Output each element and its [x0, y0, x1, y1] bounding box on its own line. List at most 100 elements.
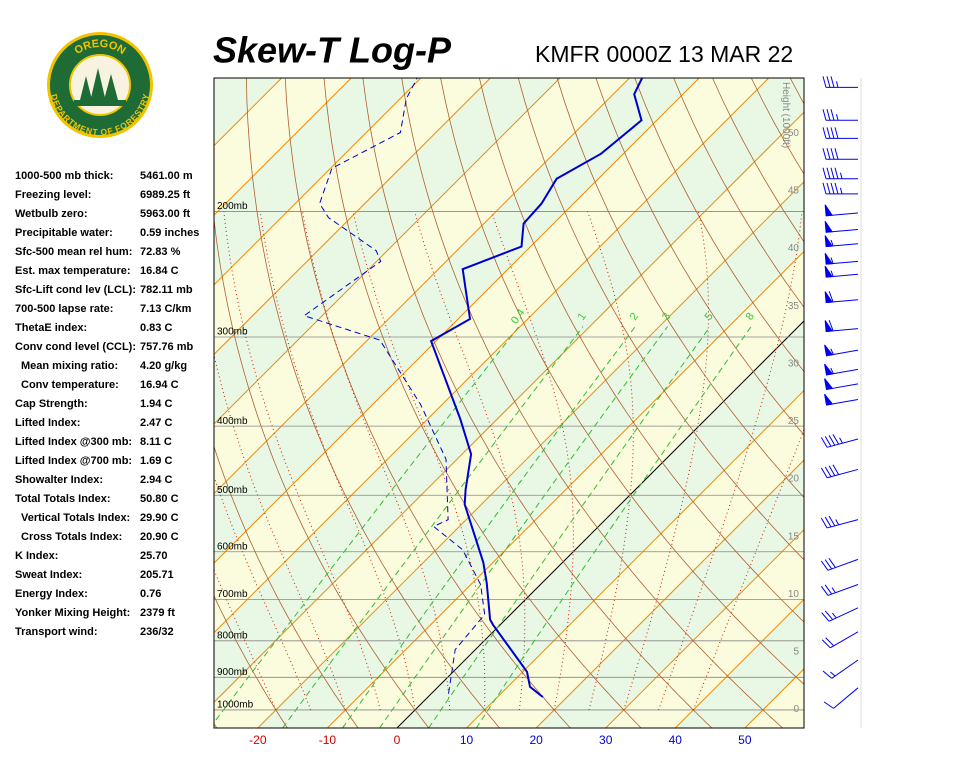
y2-tick-label: 45 [788, 186, 800, 197]
index-label: Conv temperature: [21, 379, 119, 391]
plot-frame [213, 77, 805, 729]
wind-barb [824, 221, 859, 233]
index-value: 5461.00 m [140, 170, 193, 182]
index-label: 700-500 lapse rate: [15, 303, 113, 315]
barb-feather [822, 148, 827, 160]
x-tick-label: 30 [599, 733, 613, 747]
index-label: Precipitable water: [15, 227, 113, 239]
x-tick-label: 0 [394, 733, 401, 747]
barb-feather [824, 516, 832, 528]
isotherm [214, 78, 422, 286]
y-tick-label: 900mb [217, 667, 248, 678]
index-value: 0.59 inches [140, 227, 199, 239]
index-label: Conv cond level (CCL): [15, 341, 136, 353]
index-value: 20.90 C [140, 531, 179, 543]
plot-grid [214, 78, 960, 728]
barb-pennant [824, 235, 833, 248]
barb-feather [828, 435, 836, 446]
temperature-band [954, 78, 960, 728]
barb-feather [828, 291, 834, 303]
plot-data [303, 78, 643, 698]
mixing-ratio-label: 3 [660, 311, 673, 323]
index-label: Mean mixing ratio: [21, 360, 118, 372]
isotherm [884, 78, 960, 728]
barb-feather [830, 148, 835, 160]
wind-barb [822, 76, 858, 88]
barb-pennant [824, 393, 834, 406]
y2-tick-label: 30 [788, 358, 800, 369]
y2-tick-label: 5 [793, 647, 799, 658]
barb-pennant [824, 221, 833, 233]
dry-adiabat [789, 78, 804, 105]
dry-adiabat [517, 78, 804, 561]
barb-half-feather [830, 270, 834, 277]
mixing-ratio-label: 2 [628, 311, 641, 323]
dry-adiabat [401, 78, 783, 728]
barb-feather [834, 148, 839, 160]
y2-tick-label: 10 [788, 589, 800, 600]
isotherm [466, 389, 804, 728]
index-value: 5963.00 ft [140, 208, 190, 220]
barb-feather [821, 612, 830, 622]
barb-half-feather [840, 187, 843, 195]
barb-feather [820, 517, 828, 529]
mixing-ratio-line [379, 326, 669, 728]
barb-feather [830, 127, 835, 139]
logo-trees [80, 68, 118, 102]
barb-feather [823, 701, 834, 709]
barb-feather [821, 639, 831, 649]
isotherm [535, 459, 804, 728]
wind-barb [820, 557, 859, 571]
dry-adiabat [868, 78, 960, 728]
barb-feather [828, 515, 836, 527]
logo: OREGON DEPARTMENT OF FORESTRY [47, 32, 153, 138]
index-value: 782.11 mb [140, 284, 193, 296]
wind-barb [821, 607, 859, 622]
mixing-ratio-label: 1 [575, 311, 588, 323]
moist-adiabat [214, 353, 346, 711]
barb-feather [828, 465, 836, 476]
barb-feather [830, 109, 835, 121]
mixing-ratio-label: 8 [744, 311, 757, 323]
y2-axis-label: Height (1000ft) [780, 82, 791, 148]
index-label: Yonker Mixing Height: [15, 607, 130, 619]
dry-adiabat [595, 78, 804, 436]
chart-title: Skew-T Log-P [213, 30, 452, 71]
dry-adiabat [556, 78, 804, 499]
barb-feather [820, 437, 828, 448]
barb-feather [824, 559, 833, 570]
barb-pennant [824, 378, 834, 391]
barb-half-feather [830, 348, 834, 355]
wind-barb [823, 687, 859, 709]
temperature-band [884, 78, 960, 728]
barb-half-feather [831, 612, 837, 619]
index-label: Sfc-Lift cond lev (LCL): [15, 284, 136, 296]
dry-adiabat [634, 78, 804, 373]
barb-feather [834, 182, 839, 195]
chart-subtitle: KMFR 0000Z 13 MAR 22 [535, 41, 793, 67]
barb-feather [820, 467, 828, 478]
barb-staff [830, 631, 859, 649]
axes: 200mb 300mb 400mb 500mb 600mb 700mb 800mb 900mb… [217, 82, 799, 747]
moist-adiabat [214, 568, 277, 711]
barb-pennant [824, 320, 833, 332]
index-value: 236/32 [140, 626, 174, 638]
wind-barb [822, 167, 858, 180]
isotherm [214, 78, 700, 564]
logo-top-text: OREGON [72, 38, 127, 57]
dry-adiabat [214, 445, 359, 728]
index-label: Sweat Index: [15, 569, 82, 581]
barb-half-feather [830, 671, 836, 677]
wind-barb [822, 148, 858, 160]
barb-staff [827, 558, 859, 571]
index-label: Transport wind: [15, 626, 98, 638]
index-value: 757.76 mb [140, 341, 193, 353]
index-label: Lifted Index @300 mb: [15, 436, 132, 448]
barb-pennant [824, 265, 833, 278]
barb-feather [824, 466, 832, 477]
index-label: Total Totals Index: [15, 493, 111, 505]
wind-barb [822, 109, 858, 121]
index-value: 29.90 C [140, 512, 179, 524]
barb-feather [826, 109, 831, 121]
